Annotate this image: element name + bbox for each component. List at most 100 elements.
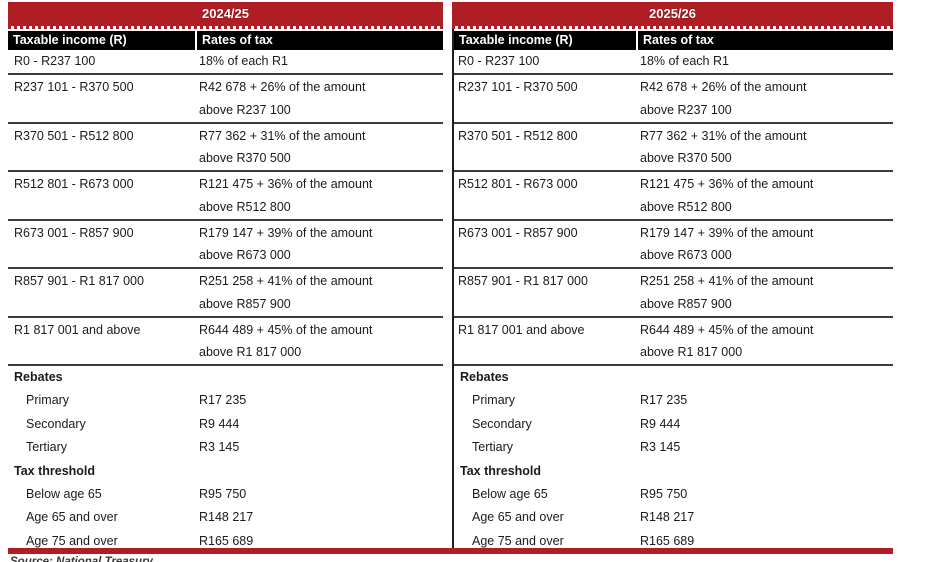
rebate-label: Primary (472, 393, 516, 408)
source-note: Source: National Treasury (10, 556, 153, 562)
rate-line-1: R42 678 + 26% of the amount (640, 80, 807, 94)
year-header-2024-25: 2024/25 (8, 2, 443, 26)
threshold-value: R148 217 (199, 510, 254, 525)
rates-of-tax-header: Rates of tax (638, 31, 893, 50)
threshold-value: R148 217 (640, 510, 695, 525)
rate-line-1: R121 475 + 36% of the amount (199, 177, 373, 191)
rebate-row: Primary R17 235 (454, 389, 893, 412)
tax-rate: R251 258 + 41% of the amount above R857 9… (195, 270, 443, 316)
tax-table-2025-26: 2025/26 Taxable income (R) Rates of tax … (452, 2, 893, 554)
rate-line-2: above R673 000 (199, 248, 291, 262)
threshold-label: Age 75 and over (26, 533, 118, 548)
rate-line-1: R77 362 + 31% of the amount (640, 128, 807, 143)
rebate-label: Secondary (472, 416, 532, 431)
rate-line-2: above R512 800 (199, 199, 291, 214)
table-row: R857 901 - R1 817 000 R251 258 + 41% of … (454, 267, 893, 316)
rebate-row: Primary R17 235 (8, 389, 443, 412)
dotted-divider (452, 26, 893, 29)
tax-rate: R77 362 + 31% of the amount above R370 50… (636, 125, 893, 171)
rate-line-2: above R1 817 000 (199, 345, 302, 359)
table-body-2024-25: Taxable income (R) Rates of tax R0 - R23… (8, 29, 443, 553)
rebate-value: R17 235 (640, 393, 688, 408)
table-row: R673 001 - R857 900 R179 147 + 39% of th… (8, 218, 443, 268)
income-range: R512 801 - R673 000 (14, 177, 134, 191)
tax-rate: R644 489 + 45% of the amount above R1 817… (636, 319, 893, 365)
year-header-2025-26: 2025/26 (452, 2, 893, 26)
threshold-row: Age 75 and over R165 689 (454, 530, 893, 553)
income-range: R857 901 - R1 817 000 (458, 274, 588, 288)
empty-cell (195, 366, 443, 389)
threshold-row: Below age 65 R95 750 (454, 483, 893, 506)
rate-line-1: R42 678 + 26% of the amount (199, 80, 366, 94)
table-row: R512 801 - R673 000 R121 475 + 36% of th… (8, 170, 443, 219)
rebate-label: Tertiary (472, 440, 513, 455)
threshold-value: R95 750 (640, 486, 688, 501)
threshold-heading-row: Tax threshold (454, 460, 893, 483)
rebates-heading-row: Rebates (454, 366, 893, 389)
income-range: R237 101 - R370 500 (458, 80, 578, 94)
rate-line-1: R644 489 + 45% of the amount (199, 322, 373, 337)
threshold-heading: Tax threshold (460, 463, 542, 478)
threshold-row: Age 75 and over R165 689 (8, 530, 443, 553)
rate-line-2: above R857 900 (199, 296, 291, 311)
tax-rate: R644 489 + 45% of the amount above R1 817… (195, 319, 443, 365)
tax-rate: R251 258 + 41% of the amount above R857 9… (636, 270, 893, 316)
threshold-heading-row: Tax threshold (8, 460, 443, 483)
rebate-label: Secondary (26, 416, 86, 431)
rebate-label: Primary (26, 393, 70, 408)
rate-line-1: R251 258 + 41% of the amount (640, 274, 814, 288)
rate-line-2: above R857 900 (640, 296, 732, 311)
tax-rate: 18% of each R1 (199, 54, 288, 68)
income-range: R370 501 - R512 800 (14, 128, 134, 143)
threshold-value: R95 750 (199, 486, 247, 501)
rate-line-1: R121 475 + 36% of the amount (640, 177, 814, 191)
threshold-row: Age 65 and over R148 217 (454, 506, 893, 529)
tax-rate: R42 678 + 26% of the amount above R237 10… (636, 76, 893, 122)
rate-line-2: above R237 100 (199, 102, 291, 117)
rate-line-1: R251 258 + 41% of the amount (199, 274, 373, 288)
taxable-income-header: Taxable income (R) (454, 31, 636, 50)
rebate-value: R17 235 (199, 393, 247, 408)
column-header-row: Taxable income (R) Rates of tax (8, 31, 443, 50)
rebate-value: R9 444 (199, 416, 240, 431)
rate-line-2: above R1 817 000 (640, 345, 743, 359)
rate-line-1: R179 147 + 39% of the amount (199, 225, 373, 240)
dotted-divider (8, 26, 443, 29)
rebate-row: Secondary R9 444 (8, 413, 443, 436)
table-row: R512 801 - R673 000 R121 475 + 36% of th… (454, 170, 893, 219)
table-row: R1 817 001 and above R644 489 + 45% of t… (8, 315, 443, 365)
rate-line-2: above R370 500 (640, 151, 732, 165)
tax-table-2024-25: 2024/25 Taxable income (R) Rates of tax … (8, 2, 443, 553)
tax-rate: R77 362 + 31% of the amount above R370 50… (195, 125, 443, 171)
threshold-row: Below age 65 R95 750 (8, 483, 443, 506)
table-row: R857 901 - R1 817 000 R251 258 + 41% of … (8, 267, 443, 316)
threshold-row: Age 65 and over R148 217 (8, 506, 443, 529)
rebate-label: Tertiary (26, 440, 67, 455)
table-body-2025-26: Taxable income (R) Rates of tax R0 - R23… (452, 29, 893, 554)
rebate-value: R3 145 (640, 440, 681, 455)
table-row: R673 001 - R857 900 R179 147 + 39% of th… (454, 218, 893, 268)
rebates-thresholds-section: Rebates Primary R17 235 Secondary R9 444… (8, 364, 443, 553)
rebate-value: R9 444 (640, 416, 681, 431)
table-row: R0 - R237 100 18% of each R1 (8, 50, 443, 73)
taxable-income-header: Taxable income (R) (8, 31, 195, 50)
income-range: R0 - R237 100 (14, 54, 96, 68)
table-row: R0 - R237 100 18% of each R1 (454, 50, 893, 73)
threshold-value: R165 689 (640, 533, 695, 548)
tax-rate: R42 678 + 26% of the amount above R237 10… (195, 76, 443, 122)
threshold-label: Below age 65 (472, 486, 548, 501)
rebates-heading: Rebates (460, 370, 509, 384)
rate-line-1: R77 362 + 31% of the amount (199, 128, 366, 143)
column-header-row: Taxable income (R) Rates of tax (454, 31, 893, 50)
table-bottom-red-bar (8, 548, 893, 554)
income-range: R857 901 - R1 817 000 (14, 274, 144, 288)
tax-tables-container: 2024/25 Taxable income (R) Rates of tax … (8, 2, 893, 554)
rate-line-2: above R512 800 (640, 199, 732, 214)
rate-line-1: R179 147 + 39% of the amount (640, 225, 814, 240)
income-range: R673 001 - R857 900 (14, 225, 134, 240)
threshold-value: R165 689 (199, 533, 254, 548)
empty-cell (195, 460, 443, 483)
income-range: R1 817 001 and above (14, 322, 141, 337)
threshold-label: Age 65 and over (26, 510, 118, 525)
rebates-thresholds-section: Rebates Primary R17 235 Secondary R9 444… (454, 364, 893, 553)
